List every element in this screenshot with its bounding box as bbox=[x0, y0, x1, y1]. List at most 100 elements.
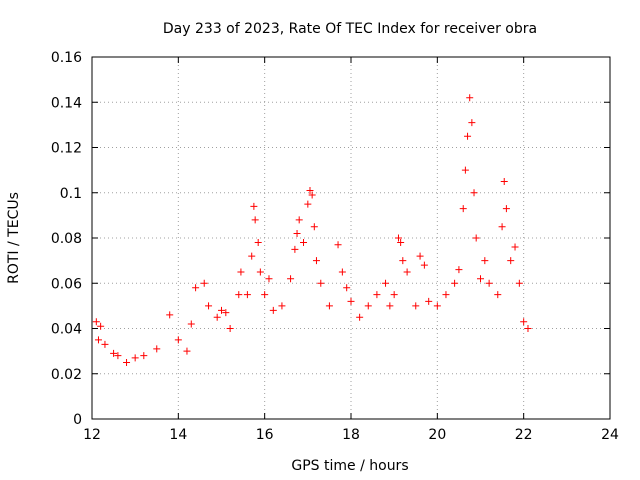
data-point-marker bbox=[412, 302, 420, 310]
data-point-marker bbox=[243, 291, 251, 299]
y-tick-label: 0.16 bbox=[51, 50, 82, 66]
data-point-marker bbox=[394, 234, 402, 242]
data-point-marker bbox=[390, 291, 398, 299]
data-point-marker bbox=[461, 166, 469, 174]
data-point-marker bbox=[110, 349, 118, 357]
data-point-marker bbox=[334, 241, 342, 249]
x-tick-label: 20 bbox=[428, 427, 446, 443]
data-point-marker bbox=[222, 309, 230, 317]
data-point-marker bbox=[250, 202, 258, 210]
y-tick-label: 0.08 bbox=[51, 231, 82, 247]
x-tick-label: 12 bbox=[83, 427, 101, 443]
data-point-marker bbox=[192, 284, 200, 292]
data-point-marker bbox=[498, 223, 506, 231]
y-tick-label: 0.02 bbox=[51, 367, 82, 383]
data-point-marker bbox=[397, 239, 405, 247]
data-point-marker bbox=[183, 347, 191, 355]
y-tick-label: 0.14 bbox=[51, 95, 82, 111]
x-tick-label: 14 bbox=[169, 427, 187, 443]
data-point-marker bbox=[310, 223, 318, 231]
data-point-marker bbox=[343, 284, 351, 292]
data-point-marker bbox=[500, 177, 508, 185]
data-point-marker bbox=[403, 268, 411, 276]
data-point-marker bbox=[364, 302, 372, 310]
data-point-marker bbox=[502, 205, 510, 213]
data-point-marker bbox=[433, 302, 441, 310]
data-point-marker bbox=[451, 279, 459, 287]
data-point-marker bbox=[254, 239, 262, 247]
data-point-marker bbox=[237, 268, 245, 276]
data-point-marker bbox=[226, 325, 234, 332]
y-tick-label: 0.12 bbox=[51, 141, 82, 157]
data-point-marker bbox=[373, 291, 381, 299]
data-point-marker bbox=[153, 345, 161, 353]
data-point-marker bbox=[293, 229, 301, 237]
data-point-marker bbox=[131, 354, 139, 362]
data-point-marker bbox=[265, 275, 273, 283]
x-tick-label: 22 bbox=[515, 427, 533, 443]
x-tick-label: 18 bbox=[342, 427, 360, 443]
data-point-marker bbox=[472, 234, 480, 242]
data-point-marker bbox=[347, 297, 355, 305]
data-point-marker bbox=[306, 186, 314, 194]
data-point-marker bbox=[304, 200, 312, 208]
y-axis-ticks: 0 0.02 0.04 0.06 0.08 0.1 0.12 0.14 0.16 bbox=[51, 50, 610, 428]
data-point-marker bbox=[481, 257, 489, 265]
data-point-marker bbox=[295, 216, 303, 224]
data-point-marker bbox=[114, 352, 122, 360]
data-point-marker bbox=[356, 313, 364, 321]
data-point-marker bbox=[101, 340, 109, 348]
data-point-marker bbox=[455, 266, 463, 274]
data-point-marker bbox=[308, 191, 316, 199]
data-point-marker bbox=[97, 322, 105, 330]
data-point-marker bbox=[442, 291, 450, 299]
data-point-marker bbox=[511, 243, 519, 251]
data-point-marker bbox=[291, 245, 299, 253]
data-point-marker bbox=[200, 279, 208, 287]
data-point-marker bbox=[174, 336, 182, 344]
data-point-marker bbox=[251, 216, 259, 224]
chart-title: Day 233 of 2023, Rate Of TEC Index for r… bbox=[163, 21, 537, 37]
data-point-marker bbox=[256, 268, 264, 276]
data-point-marker bbox=[278, 302, 286, 310]
grid-lines bbox=[92, 57, 610, 419]
y-tick-label: 0.1 bbox=[60, 186, 82, 202]
data-point-marker bbox=[248, 252, 256, 260]
data-point-marker bbox=[459, 205, 467, 213]
data-point-marker bbox=[477, 275, 484, 283]
data-point-marker bbox=[386, 302, 394, 310]
data-points bbox=[92, 94, 532, 366]
data-point-marker bbox=[261, 291, 269, 299]
data-point-marker bbox=[485, 279, 493, 287]
data-point-marker bbox=[466, 94, 474, 102]
data-point-marker bbox=[507, 257, 515, 265]
x-axis-ticks: 12 14 16 18 20 22 24 bbox=[83, 57, 619, 443]
data-point-marker bbox=[420, 261, 428, 269]
data-point-marker bbox=[338, 268, 346, 276]
data-point-marker bbox=[515, 279, 523, 287]
x-tick-label: 24 bbox=[601, 427, 619, 443]
data-point-marker bbox=[269, 306, 277, 314]
y-tick-label: 0.06 bbox=[51, 276, 82, 292]
data-point-marker bbox=[468, 119, 476, 127]
data-point-marker bbox=[464, 132, 472, 140]
data-point-marker bbox=[140, 352, 148, 360]
y-tick-label: 0 bbox=[73, 412, 82, 428]
data-point-marker bbox=[382, 279, 390, 287]
data-point-marker bbox=[416, 252, 424, 260]
data-point-marker bbox=[218, 306, 225, 314]
data-point-marker bbox=[92, 318, 100, 326]
data-point-marker bbox=[287, 275, 295, 283]
data-point-marker bbox=[520, 318, 528, 326]
data-point-marker bbox=[425, 297, 433, 305]
x-axis-label: GPS time / hours bbox=[291, 458, 408, 474]
data-point-marker bbox=[205, 302, 213, 310]
data-point-marker bbox=[494, 291, 502, 299]
y-tick-label: 0.04 bbox=[51, 322, 82, 338]
data-point-marker bbox=[470, 189, 478, 197]
data-point-marker bbox=[123, 358, 131, 366]
data-point-marker bbox=[235, 291, 243, 299]
x-tick-label: 16 bbox=[256, 427, 274, 443]
data-point-marker bbox=[187, 320, 195, 328]
